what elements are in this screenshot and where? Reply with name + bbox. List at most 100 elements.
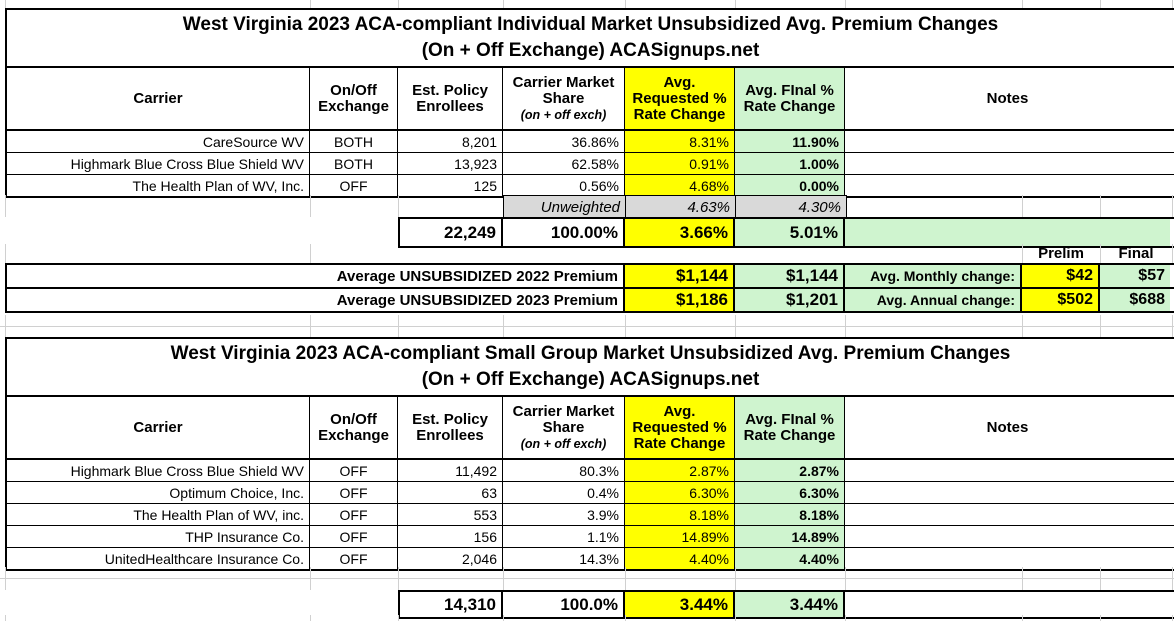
unweighted-label[interactable]: Unweighted bbox=[504, 196, 626, 218]
summary-change-prelim[interactable]: $502 bbox=[1022, 289, 1100, 311]
cell-requested[interactable]: 4.40% bbox=[625, 548, 735, 569]
unweighted-final[interactable]: 4.30% bbox=[736, 196, 846, 218]
cell-requested[interactable]: 4.68% bbox=[625, 175, 735, 196]
table2-title-cell[interactable]: West Virginia 2023 ACA-compliant Small G… bbox=[7, 339, 1174, 397]
cell-enrollees[interactable]: 156 bbox=[398, 526, 503, 547]
cell-exchange[interactable]: BOTH bbox=[310, 131, 398, 152]
table2-header-requested[interactable]: Avg. Requested % Rate Change bbox=[625, 397, 735, 458]
cell-carrier[interactable]: Highmark Blue Cross Blue Shield WV bbox=[7, 153, 310, 174]
cell-exchange[interactable]: OFF bbox=[310, 504, 398, 525]
cell-enrollees[interactable]: 13,923 bbox=[398, 153, 503, 174]
table1-title-cell[interactable]: West Virginia 2023 ACA-compliant Individ… bbox=[7, 10, 1174, 68]
cell-notes[interactable] bbox=[845, 482, 1170, 503]
cell-carrier[interactable]: The Health Plan of WV, inc. bbox=[7, 504, 310, 525]
summary-label[interactable]: Average UNSUBSIDIZED 2022 Premium bbox=[7, 265, 625, 287]
cell-final[interactable]: 0.00% bbox=[735, 175, 845, 196]
summary-label[interactable]: Average UNSUBSIDIZED 2023 Premium bbox=[7, 289, 625, 311]
total-requested[interactable]: 3.66% bbox=[625, 219, 735, 246]
cell-notes[interactable] bbox=[845, 548, 1170, 569]
cell-exchange[interactable]: OFF bbox=[310, 482, 398, 503]
cell-exchange[interactable]: OFF bbox=[310, 548, 398, 569]
cell-requested[interactable]: 8.18% bbox=[625, 504, 735, 525]
summary-change-prelim[interactable]: $42 bbox=[1022, 265, 1100, 287]
cell-carrier[interactable]: UnitedHealthcare Insurance Co. bbox=[7, 548, 310, 569]
cell-carrier[interactable]: Highmark Blue Cross Blue Shield WV bbox=[7, 460, 310, 481]
cell-enrollees[interactable]: 125 bbox=[398, 175, 503, 196]
cell-share[interactable]: 3.9% bbox=[503, 504, 625, 525]
cell-exchange[interactable]: BOTH bbox=[310, 153, 398, 174]
table1-header-share[interactable]: Carrier Market Share (on + off exch) bbox=[503, 68, 625, 129]
table1-header-carrier[interactable]: Carrier bbox=[7, 68, 310, 129]
cell-notes[interactable] bbox=[845, 460, 1170, 481]
summary-premium-final[interactable]: $1,144 bbox=[735, 265, 845, 287]
summary-change-final[interactable]: $688 bbox=[1100, 289, 1170, 311]
cell-exchange[interactable]: OFF bbox=[310, 175, 398, 196]
total-notes[interactable] bbox=[845, 219, 1170, 246]
table2-header-notes[interactable]: Notes bbox=[986, 418, 1029, 436]
cell-requested[interactable]: 2.87% bbox=[625, 460, 735, 481]
cell-final[interactable]: 1.00% bbox=[735, 153, 845, 174]
total-enrollees[interactable]: 22,249 bbox=[400, 219, 503, 246]
cell-share[interactable]: 14.3% bbox=[503, 548, 625, 569]
cell-final[interactable]: 11.90% bbox=[735, 131, 845, 152]
cell-enrollees[interactable]: 11,492 bbox=[398, 460, 503, 481]
cell-requested[interactable]: 0.91% bbox=[625, 153, 735, 174]
table2-header-share[interactable]: Carrier Market Share (on + off exch) bbox=[503, 397, 625, 458]
cell-exchange[interactable]: OFF bbox=[310, 460, 398, 481]
unweighted-requested[interactable]: 4.63% bbox=[626, 196, 736, 218]
cell-share[interactable]: 1.1% bbox=[503, 526, 625, 547]
total-enrollees[interactable]: 14,310 bbox=[400, 592, 503, 617]
table1-header-notes[interactable]: Notes bbox=[986, 89, 1029, 107]
total-share[interactable]: 100.0% bbox=[503, 592, 625, 617]
table1-header-final[interactable]: Avg. FInal % Rate Change bbox=[735, 68, 845, 129]
cell-carrier[interactable]: CareSource WV bbox=[7, 131, 310, 152]
summary-change-label[interactable]: Avg. Monthly change: bbox=[845, 265, 1022, 287]
cell-notes[interactable] bbox=[845, 175, 1170, 196]
summary-change-final[interactable]: $57 bbox=[1100, 265, 1170, 287]
cell-notes[interactable] bbox=[845, 131, 1170, 152]
cell-requested[interactable]: 6.30% bbox=[625, 482, 735, 503]
summary-col-header-prelim[interactable]: Prelim bbox=[1038, 245, 1084, 262]
total-final[interactable]: 3.44% bbox=[735, 592, 845, 617]
cell-enrollees[interactable]: 8,201 bbox=[398, 131, 503, 152]
cell-carrier[interactable]: The Health Plan of WV, Inc. bbox=[7, 175, 310, 196]
summary-premium-requested[interactable]: $1,186 bbox=[625, 289, 735, 311]
gridline bbox=[1100, 0, 1101, 8]
cell-notes[interactable] bbox=[845, 153, 1170, 174]
cell-notes[interactable] bbox=[845, 504, 1170, 525]
total-share[interactable]: 100.00% bbox=[503, 219, 625, 246]
cell-enrollees[interactable]: 553 bbox=[398, 504, 503, 525]
summary-change-label[interactable]: Avg. Annual change: bbox=[845, 289, 1022, 311]
total-notes[interactable] bbox=[845, 592, 1170, 617]
cell-enrollees[interactable]: 2,046 bbox=[398, 548, 503, 569]
cell-final[interactable]: 4.40% bbox=[735, 548, 845, 569]
summary-premium-final[interactable]: $1,201 bbox=[735, 289, 845, 311]
table2-header-carrier[interactable]: Carrier bbox=[7, 397, 310, 458]
total-final[interactable]: 5.01% bbox=[735, 219, 845, 246]
cell-exchange[interactable]: OFF bbox=[310, 526, 398, 547]
cell-requested[interactable]: 8.31% bbox=[625, 131, 735, 152]
cell-carrier[interactable]: THP Insurance Co. bbox=[7, 526, 310, 547]
cell-final[interactable]: 8.18% bbox=[735, 504, 845, 525]
summary-premium-requested[interactable]: $1,144 bbox=[625, 265, 735, 287]
table2-header-exchange[interactable]: On/Off Exchange bbox=[310, 397, 398, 458]
cell-final[interactable]: 14.89% bbox=[735, 526, 845, 547]
cell-final[interactable]: 2.87% bbox=[735, 460, 845, 481]
table1-header-requested[interactable]: Avg. Requested % Rate Change bbox=[625, 68, 735, 129]
cell-share[interactable]: 80.3% bbox=[503, 460, 625, 481]
cell-final[interactable]: 6.30% bbox=[735, 482, 845, 503]
cell-share[interactable]: 62.58% bbox=[503, 153, 625, 174]
cell-share[interactable]: 0.56% bbox=[503, 175, 625, 196]
table2-header-final[interactable]: Avg. FInal % Rate Change bbox=[735, 397, 845, 458]
cell-share[interactable]: 36.86% bbox=[503, 131, 625, 152]
total-requested[interactable]: 3.44% bbox=[625, 592, 735, 617]
table2-header-enrollees[interactable]: Est. Policy Enrollees bbox=[398, 397, 503, 458]
cell-share[interactable]: 0.4% bbox=[503, 482, 625, 503]
cell-requested[interactable]: 14.89% bbox=[625, 526, 735, 547]
summary-col-header-final[interactable]: Final bbox=[1118, 245, 1154, 262]
cell-carrier[interactable]: Optimum Choice, Inc. bbox=[7, 482, 310, 503]
cell-notes[interactable] bbox=[845, 526, 1170, 547]
table1-header-enrollees[interactable]: Est. Policy Enrollees bbox=[398, 68, 503, 129]
cell-enrollees[interactable]: 63 bbox=[398, 482, 503, 503]
table1-header-exchange[interactable]: On/Off Exchange bbox=[310, 68, 398, 129]
